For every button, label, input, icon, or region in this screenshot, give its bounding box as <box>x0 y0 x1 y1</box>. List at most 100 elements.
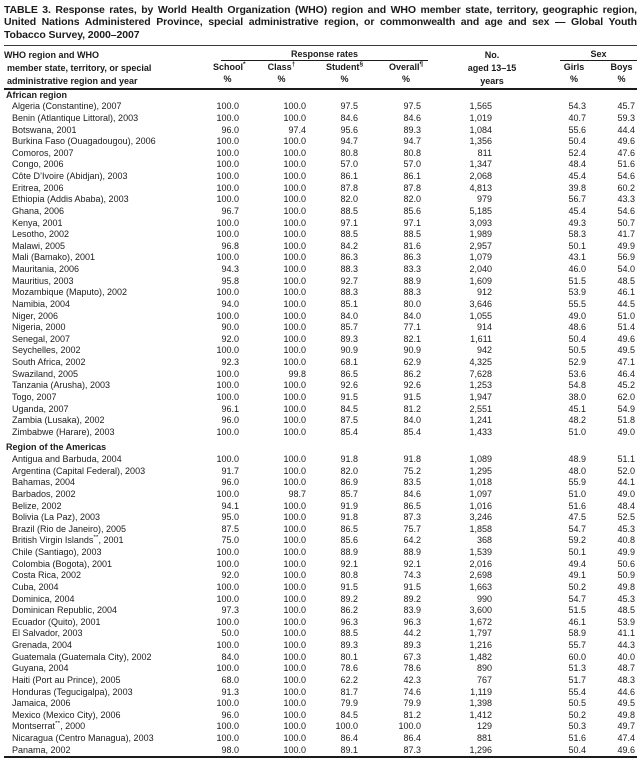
table-row: El Salvador, 2003 50.0 100.0 88.5 44.2 1,797 5… <box>4 628 637 640</box>
cell-no-aged-13-15: 1,482 <box>469 651 493 662</box>
table-row: Jamaica, 2006 100.0 100.0 79.9 79.9 1,398 50.5… <box>4 698 637 710</box>
cell-girls-pct: 55.7 <box>568 640 587 650</box>
row-label: Zambia (Lusaka), 2002 <box>12 415 105 426</box>
cell-school-pct: 96.0 <box>221 477 239 488</box>
cell-no-aged-13-15: 1,055 <box>469 310 493 321</box>
no-aged-column-header: No. aged 13–15 years <box>430 45 535 90</box>
cell-class-pct: 100.0 <box>283 640 306 650</box>
cell-student-pct: 100.0 <box>335 721 358 732</box>
cell-school-pct: 94.1 <box>221 500 239 511</box>
cell-class-pct: 100.0 <box>283 101 306 112</box>
cell-school-pct: 96.7 <box>221 205 239 216</box>
row-label: Algeria (Constantine), 2007 <box>12 101 122 112</box>
cell-girls-pct: 59.2 <box>568 535 587 546</box>
cell-student-pct: 86.9 <box>340 477 358 488</box>
table-row: Mauritania, 2006 94.3 100.0 88.3 83.3 2,040 46… <box>4 264 637 276</box>
cell-class-pct: 100.0 <box>283 686 306 697</box>
cell-overall-pct: 97.1 <box>403 217 422 228</box>
table-row: Eritrea, 2006 100.0 100.0 87.8 87.8 4,813 39.8… <box>4 183 637 195</box>
cell-boys-pct: 54.0 <box>617 264 636 274</box>
cell-school-pct: 100.0 <box>216 558 239 569</box>
cell-school-pct: 95.8 <box>221 275 239 286</box>
cell-girls-pct: 45.4 <box>568 171 587 181</box>
table-row: Mali (Bamako), 2001 100.0 100.0 86.3 86.3 1,0… <box>4 252 637 264</box>
class-footnote-marker: † <box>291 61 296 69</box>
cell-student-pct: 95.6 <box>340 124 358 135</box>
cell-student-pct: 96.3 <box>340 616 358 627</box>
cell-school-pct: 100.0 <box>216 229 239 240</box>
cell-overall-pct: 89.3 <box>403 640 422 650</box>
header-group-row: WHO region and WHO member state, territo… <box>4 45 638 90</box>
cell-overall-pct: 92.6 <box>403 380 422 391</box>
cell-school-pct: 91.3 <box>221 686 239 697</box>
cell-boys-pct: 49.0 <box>617 426 636 437</box>
row-label: Chile (Santiago), 2003 <box>12 547 102 557</box>
cell-overall-pct: 83.3 <box>403 264 422 274</box>
cell-girls-pct: 51.5 <box>568 275 587 286</box>
cell-class-pct: 100.0 <box>283 558 306 569</box>
cell-overall-pct: 62.9 <box>403 357 422 367</box>
cell-student-pct: 88.3 <box>340 287 358 298</box>
row-label: Malawi, 2005 <box>12 240 66 251</box>
cell-student-pct: 85.4 <box>340 426 358 437</box>
cell-girls-pct: 53.9 <box>568 287 587 298</box>
cell-class-pct: 99.8 <box>288 368 306 379</box>
cell-girls-pct: 51.0 <box>568 426 587 437</box>
cell-class-pct: 100.0 <box>283 275 306 286</box>
cell-student-pct: 88.5 <box>340 205 358 216</box>
cell-class-pct: 100.0 <box>283 477 306 488</box>
cell-overall-pct: 87.8 <box>403 182 422 193</box>
cell-no-aged-13-15: 3,246 <box>469 512 493 523</box>
cell-school-pct: 94.0 <box>221 298 239 309</box>
cell-student-pct: 80.8 <box>340 570 358 581</box>
table-body: African region Algeria (Constantine), 200… <box>4 89 637 758</box>
row-label: Argentina (Capital Federal), 2003 <box>12 465 146 476</box>
row-label: Haiti (Port au Prince), 2005 <box>12 674 121 685</box>
cell-no-aged-13-15: 1,565 <box>469 101 493 112</box>
cell-no-aged-13-15: 5,185 <box>469 205 493 216</box>
cell-student-pct: 88.5 <box>340 229 358 240</box>
cell-school-pct: 100.0 <box>216 581 239 592</box>
cell-overall-pct: 79.9 <box>403 698 422 709</box>
cell-overall-pct: 86.2 <box>403 368 422 379</box>
cell-girls-pct: 49.3 <box>568 217 587 228</box>
cell-school-pct: 98.0 <box>221 744 239 755</box>
cell-overall-pct: 44.2 <box>403 628 422 639</box>
student-footnote-marker: § <box>359 61 364 69</box>
cell-boys-pct: 51.1 <box>617 454 636 464</box>
cell-no-aged-13-15: 1,947 <box>469 391 493 402</box>
cell-school-pct: 100.0 <box>216 488 239 499</box>
table-row: Mauritius, 2003 95.8 100.0 92.7 88.9 1,609 51.… <box>4 276 637 288</box>
cell-school-pct: 100.0 <box>216 159 239 170</box>
cell-no-aged-13-15: 4,813 <box>469 182 493 193</box>
row-label: British Virgin Islands**, 2001 <box>12 535 124 546</box>
sex-label: Sex <box>560 49 638 62</box>
cell-school-pct: 97.3 <box>221 605 239 616</box>
cell-school-pct: 87.5 <box>221 523 239 534</box>
cell-boys-pct: 48.7 <box>617 663 636 674</box>
row-header-title: WHO region and WHO member state, territo… <box>4 45 199 90</box>
cell-boys-pct: 48.3 <box>617 674 636 685</box>
section-header-row: Region of the Americas <box>4 438 637 454</box>
cell-overall-pct: 86.4 <box>403 733 422 743</box>
cell-school-pct: 84.0 <box>221 651 239 662</box>
cell-boys-pct: 49.9 <box>617 240 636 251</box>
cell-student-pct: 88.3 <box>340 264 358 274</box>
cell-student-pct: 91.8 <box>340 512 358 523</box>
cell-class-pct: 100.0 <box>283 698 306 709</box>
cell-class-pct: 100.0 <box>283 217 306 228</box>
cell-boys-pct: 49.5 <box>617 698 636 709</box>
cell-girls-pct: 56.7 <box>568 194 587 205</box>
table-row: Colombia (Bogota), 2001 100.0 100.0 92.1 92.… <box>4 559 637 571</box>
row-label: Nicaragua (Centro Managua), 2003 <box>12 733 154 743</box>
row-label: Antigua and Barbuda, 2004 <box>12 454 122 464</box>
cell-no-aged-13-15: 2,551 <box>469 403 493 414</box>
cell-boys-pct: 41.7 <box>617 229 636 240</box>
cell-student-pct: 97.5 <box>340 101 358 112</box>
column-header-overall: Overall¶ <box>388 61 424 73</box>
cell-no-aged-13-15: 2,068 <box>469 171 493 181</box>
cell-student-pct: 79.9 <box>340 698 358 709</box>
cell-no-aged-13-15: 129 <box>477 721 493 732</box>
row-label: Grenada, 2004 <box>12 640 73 650</box>
